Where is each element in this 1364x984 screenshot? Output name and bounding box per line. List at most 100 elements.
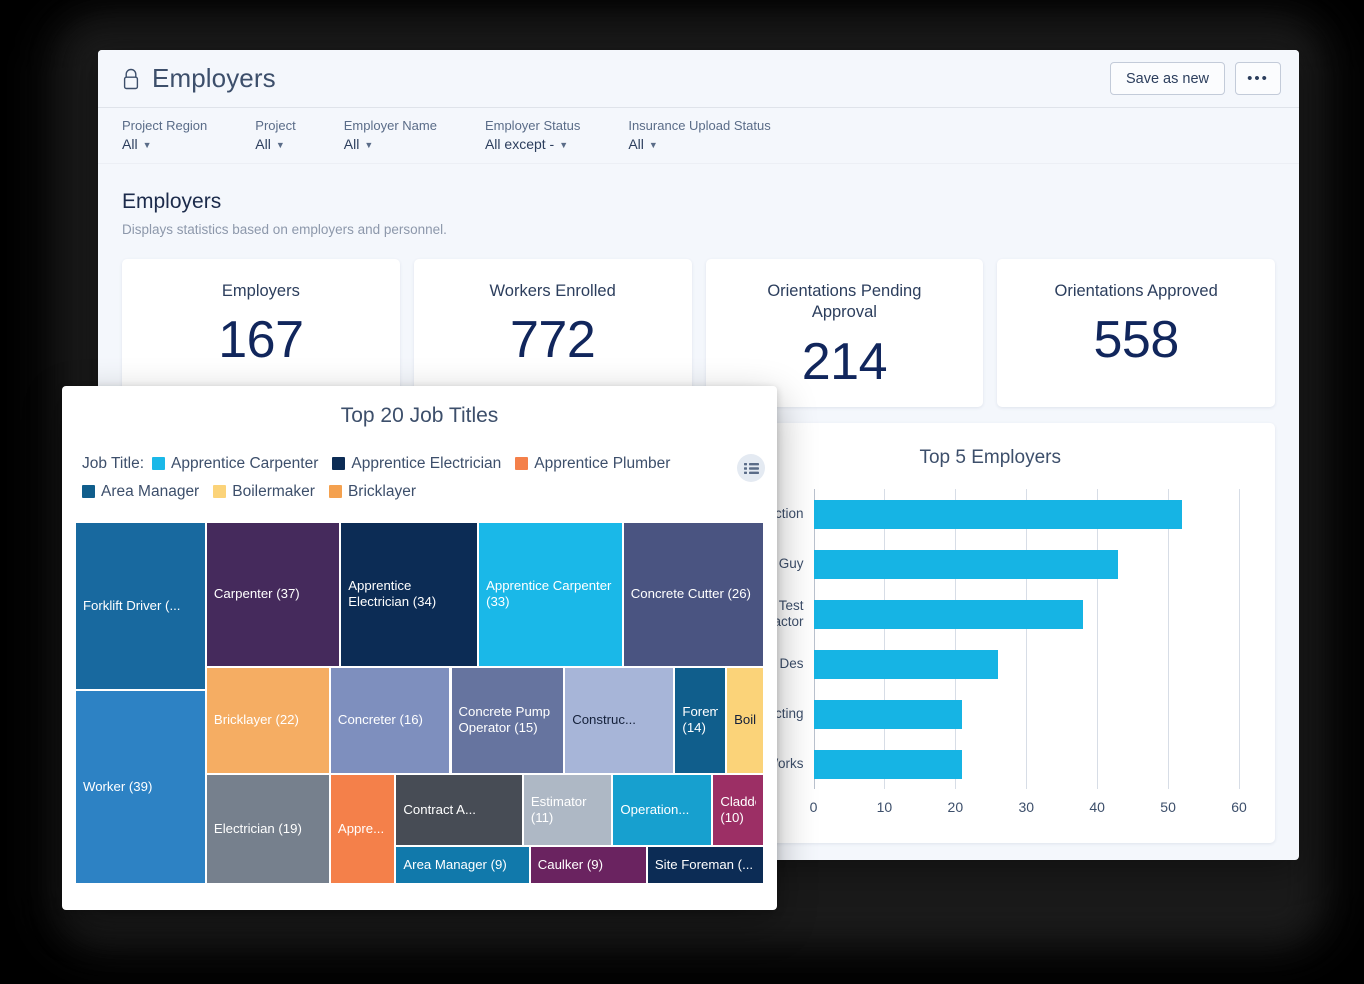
treemap-tile[interactable]: Site Foreman (... (646, 845, 764, 884)
kpi-value: 167 (218, 311, 304, 370)
treemap-tile-label: Electrician (19) (213, 820, 302, 836)
filter-project: Project All ▼ (255, 118, 295, 152)
section-heading: Employers (122, 190, 222, 213)
treemap-tile[interactable]: Estimator (11) (522, 773, 613, 846)
legend-item[interactable]: Boilermaker (213, 478, 315, 506)
filter-dropdown[interactable]: All ▼ (122, 136, 207, 152)
legend-swatch-icon (332, 457, 346, 470)
treemap-tile[interactable]: Carpenter (37) (205, 522, 341, 667)
treemap-tile[interactable]: Area Manager (9) (395, 845, 530, 884)
section-subheading: Displays statistics based on employers a… (122, 222, 447, 237)
treemap-tile-label: Boilerm... (734, 712, 756, 728)
bar-chart-row[interactable]: s Contracting (724, 699, 1240, 729)
treemap-tile[interactable]: Contract A... (395, 773, 523, 846)
bar-chart-row[interactable]: s Construction (717, 499, 1240, 529)
legend-label: Area Manager (101, 482, 200, 500)
bar-chart-row[interactable]: B Steel Works (718, 749, 1240, 779)
save-as-new-button[interactable]: Save as new (1109, 62, 1225, 95)
bar-chart-row[interactable]: Demo Des (740, 649, 1240, 679)
bar[interactable] (813, 499, 1183, 529)
gridline (1168, 489, 1170, 789)
filter-value-text: All (122, 136, 138, 153)
bar-chart: s Construction Demo Guy Bayview Test Subco… (706, 481, 1262, 829)
x-axis-tick-label: 30 (1018, 799, 1035, 815)
kpi-card-orientations-pending-approval[interactable]: Orientations Pending Approval 214 (705, 259, 984, 407)
kpi-label: Orientations Pending Approval (767, 282, 922, 322)
legend-item[interactable]: Apprentice Electrician (332, 450, 501, 478)
kpi-value: 214 (801, 332, 888, 391)
treemap-tile[interactable]: Bricklayer (22) (205, 666, 330, 774)
legend-item[interactable]: Bricklayer (328, 478, 416, 506)
list-view-icon[interactable] (737, 454, 765, 482)
treemap-tile[interactable]: Foreman (14) (674, 666, 727, 774)
kpi-label: Workers Enrolled (489, 282, 616, 300)
treemap-tile[interactable]: Construc... (564, 666, 675, 774)
gridline (884, 489, 886, 789)
treemap-tile[interactable]: Concrete Pump Operator (15) (450, 666, 565, 774)
legend-item[interactable]: Area Manager (82, 478, 199, 506)
treemap-tile-label: Area Manager (9) (403, 856, 507, 872)
treemap-tile[interactable]: Boilerm... (726, 666, 764, 774)
lock-icon (122, 68, 140, 90)
filter-label: Employer Name (343, 117, 437, 133)
treemap-tile[interactable]: Caulker (9) (529, 845, 647, 884)
treemap-tile-label: Appre... (337, 820, 385, 836)
filter-dropdown[interactable]: All ▼ (344, 136, 437, 152)
legend-swatch-icon (152, 457, 166, 470)
chart-card-top-5-employers: Top 5 Employers s Construction Demo Guy Ba… (705, 423, 1275, 843)
treemap-tile-label: Apprentice Carpenter (33) (486, 578, 612, 610)
legend-items: Job Title: Apprentice Carpenter Apprentic… (82, 450, 733, 506)
filter-dropdown[interactable]: All ▼ (628, 136, 770, 152)
treemap-tile[interactable]: Electrician (19) (205, 773, 330, 884)
chevron-down-icon: ▼ (364, 140, 374, 151)
bar[interactable] (813, 549, 1119, 579)
kpi-card-orientations-approved[interactable]: Orientations Approved 558 (997, 259, 1275, 407)
legend: Job Title: Apprentice Carpenter Apprentic… (62, 450, 777, 506)
x-axis-tick-label: 10 (876, 799, 893, 815)
kpi-label: Employers (221, 282, 300, 300)
legend-item[interactable]: Apprentice Plumber (515, 450, 670, 478)
legend-item[interactable]: Apprentice Carpenter (152, 450, 318, 478)
treemap-tile[interactable]: Apprentice Carpenter (33) (478, 522, 623, 667)
more-options-button[interactable]: ••• (1235, 62, 1281, 95)
x-axis-tick-label: 20 (947, 799, 964, 815)
treemap-tile[interactable]: Cladder (10) (712, 773, 764, 846)
treemap-tile[interactable]: Worker (39) (75, 690, 206, 884)
kpi-card-workers-enrolled[interactable]: Workers Enrolled 772 (413, 259, 692, 407)
treemap-tile[interactable]: Appre... (329, 773, 396, 884)
bar[interactable] (813, 749, 963, 779)
legend-title: Job Title: (82, 455, 145, 473)
treemap-tile-label: Concrete Pump Operator (15) (458, 704, 551, 736)
kpi-card-employers[interactable]: Employers 167 (122, 259, 400, 407)
kpi-label: Orientations Approved (1054, 282, 1218, 300)
treemap-tile[interactable]: Apprentice Electrician (34) (340, 522, 479, 667)
bar[interactable] (813, 599, 1083, 629)
bar-chart-row[interactable]: Bayview Test Subcontractor (719, 598, 1240, 629)
treemap-tile-label: Estimator (11) (530, 793, 587, 825)
x-axis-tick-label: 50 (1160, 799, 1176, 815)
filter-value-text: All (628, 136, 644, 153)
chevron-down-icon: ▼ (648, 140, 658, 151)
filter-dropdown[interactable]: All ▼ (255, 136, 295, 152)
treemap-tile[interactable]: Concrete Cutter (26) (622, 522, 764, 667)
treemap-tile[interactable]: Operation... (612, 773, 713, 846)
filter-employer-name: Employer Name All ▼ (343, 117, 437, 152)
legend-label: Apprentice Plumber (534, 455, 671, 472)
bar-chart-row[interactable]: Demo Guy (739, 549, 1240, 579)
treemap-tile-label: Operation... (620, 801, 690, 817)
treemap-tile-label: Forklift Driver (... (83, 598, 181, 614)
treemap-tile-label: Foreman (14) (682, 704, 718, 736)
treemap-tile-label: Apprentice Electrician (34) (348, 578, 437, 610)
filter-dropdown[interactable]: All except - ▼ (485, 136, 580, 152)
bar[interactable] (813, 649, 998, 679)
gridline (813, 489, 815, 789)
bar[interactable] (813, 699, 963, 729)
filter-bar: Project Region All ▼ Project All ▼ Employe… (98, 108, 1299, 164)
chevron-down-icon: ▼ (142, 140, 152, 151)
kpi-value: 558 (1093, 311, 1179, 370)
treemap-tile-label: Concrete Cutter (26) (630, 586, 751, 602)
bar-chart-x-axis: 0 10 20 30 40 50 60 (810, 799, 1247, 819)
treemap-tile[interactable]: Concreter (16) (329, 666, 451, 774)
treemap-tile-label: Concreter (16) (337, 712, 423, 728)
treemap-tile[interactable]: Forklift Driver (... (75, 522, 206, 691)
